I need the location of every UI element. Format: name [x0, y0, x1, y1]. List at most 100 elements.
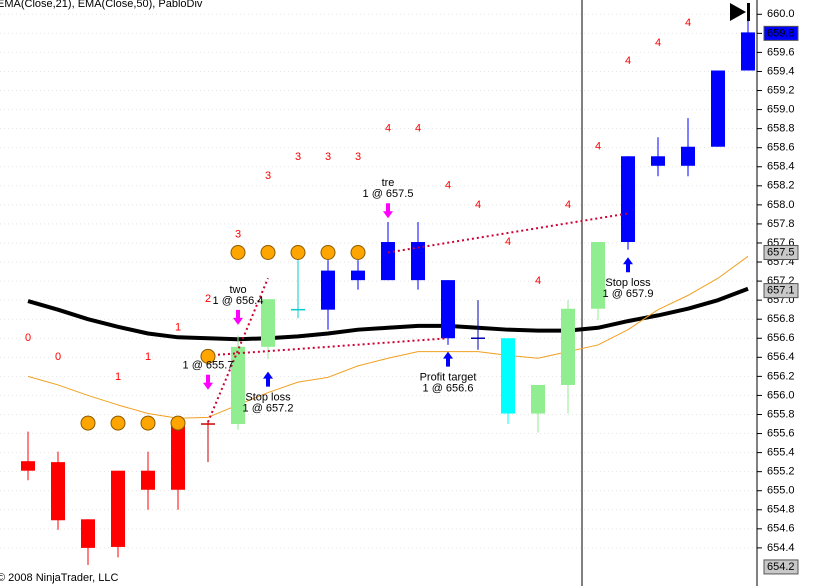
div-count: 4 [685, 17, 691, 29]
div-count: 0 [55, 351, 61, 363]
candle-body [111, 470, 125, 547]
signal-dot [230, 245, 246, 261]
y-tick-label: 659.2 [767, 84, 795, 96]
candle-body [741, 32, 755, 71]
div-count: 4 [415, 123, 421, 135]
candle-body [381, 242, 395, 281]
candle-body [621, 156, 635, 243]
trade-arrow [443, 351, 453, 367]
candle-body [531, 384, 545, 414]
scroll-end-icon[interactable] [730, 3, 750, 21]
trade-label: Stop loss [605, 277, 651, 289]
y-tick-label: 655.8 [767, 408, 795, 420]
signal-dot [320, 245, 336, 261]
div-count: 4 [565, 199, 571, 211]
y-tick-label: 656.0 [767, 389, 795, 401]
signal-dot [350, 245, 366, 261]
trade-line [387, 212, 629, 254]
chart-title: EMA(Close,21), EMA(Close,50), PabloDiv [0, 0, 203, 10]
trade-arrow [203, 374, 213, 390]
trade-label: 1 @ 655.7 [183, 360, 234, 372]
y-tick-label: 655.4 [767, 447, 795, 459]
price-marker [763, 283, 799, 299]
price-marker [763, 25, 799, 41]
div-count: 3 [295, 151, 301, 163]
trade-label: 1 @ 657.9 [603, 288, 654, 300]
div-count: 4 [535, 275, 541, 287]
candle-body [441, 280, 455, 339]
candle-body [21, 461, 35, 471]
trade-label: 1 @ 656.6 [423, 383, 474, 395]
candle-body [411, 242, 425, 281]
div-count: 4 [475, 199, 481, 211]
candle-body [351, 270, 365, 281]
signal-dot [260, 245, 276, 261]
signal-dot [140, 415, 156, 431]
div-count: 4 [505, 236, 511, 248]
trade-label: tre [382, 177, 395, 189]
candle-body [681, 146, 695, 166]
signal-dot [290, 245, 306, 261]
div-count: 0 [25, 332, 31, 344]
div-count: 3 [325, 151, 331, 163]
price-axis: 654.4 654.6 654.8 655.0 655.2 655.4 655.6 655.8… [757, 8, 799, 575]
y-tick-label: 655.6 [767, 427, 795, 439]
trade-label: 1 @ 657.5 [363, 188, 414, 200]
candle-body [501, 338, 515, 414]
play-icon[interactable] [730, 3, 746, 21]
copyright: © 2008 NinjaTrader, LLC [0, 572, 118, 584]
div-count: 1 [175, 322, 181, 334]
y-tick-label: 654.4 [767, 542, 795, 554]
y-tick-label: 656.6 [767, 332, 795, 344]
trade-label: 1 @ 657.2 [243, 403, 294, 415]
div-count: 4 [625, 55, 631, 67]
candle-body [81, 519, 95, 548]
candle-body [591, 242, 605, 309]
candle-body [321, 270, 335, 310]
candle-body [51, 462, 65, 521]
candle-body [231, 346, 245, 425]
y-tick-label: 658.0 [767, 199, 795, 211]
candle-body [561, 308, 575, 385]
div-count: 3 [265, 170, 271, 182]
candle-body [651, 156, 665, 166]
y-tick-label: 656.4 [767, 351, 795, 363]
price-marker [763, 245, 799, 261]
price-marker [763, 559, 799, 575]
price-marker-label: 657.1 [767, 285, 795, 297]
trade-arrow [233, 309, 243, 325]
signal-dot [200, 348, 216, 364]
signal-dot [170, 415, 186, 431]
y-tick-label: 660.0 [767, 8, 795, 20]
trade-label: Profit target [420, 372, 477, 384]
y-tick-label: 654.8 [767, 504, 795, 516]
div-count: 4 [385, 123, 391, 135]
price-marker-label: 657.5 [767, 246, 795, 258]
trade-arrow [383, 203, 393, 219]
y-tick-label: 654.6 [767, 523, 795, 535]
trade-label: two [229, 284, 246, 296]
y-tick-label: 656.8 [767, 313, 795, 325]
y-tick-label: 659.6 [767, 46, 795, 58]
price-marker-label: 659.8 [767, 27, 795, 39]
signal-dot [110, 415, 126, 431]
div-count: 1 [115, 371, 121, 383]
div-count: 2 [205, 293, 211, 305]
trade-arrow [263, 371, 273, 387]
end-bar-icon[interactable] [747, 3, 750, 21]
signal-dot [80, 415, 96, 431]
div-count: 3 [355, 151, 361, 163]
trade-label: Stop loss [245, 392, 291, 404]
candle-body [141, 470, 155, 490]
y-tick-label: 658.4 [767, 161, 795, 173]
y-tick-label: 655.2 [767, 466, 795, 478]
price-marker-label: 654.2 [767, 561, 795, 573]
candle-body [261, 299, 275, 347]
div-count: 3 [235, 228, 241, 240]
trade-line [207, 337, 449, 357]
y-tick-label: 657.8 [767, 218, 795, 230]
trade-line [207, 277, 269, 423]
